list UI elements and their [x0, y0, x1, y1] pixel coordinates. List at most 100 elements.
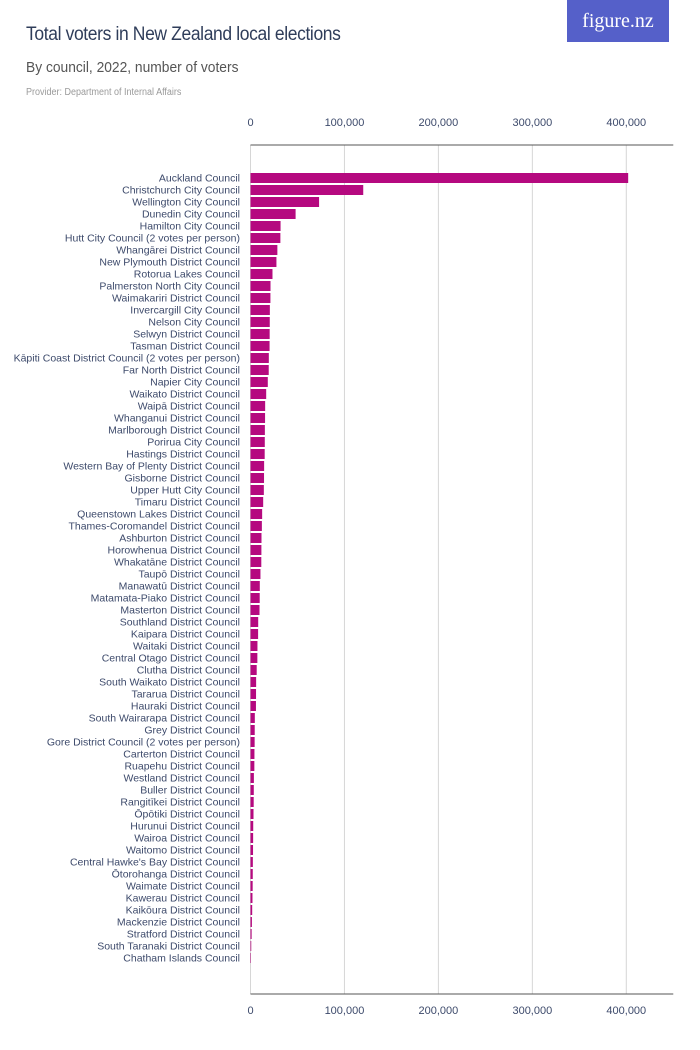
bar: [250, 197, 320, 207]
bar: [250, 941, 252, 951]
category-label: Hauraki District Council: [131, 701, 240, 713]
bar: [250, 617, 259, 627]
category-label: Whangārei District Council: [116, 245, 240, 257]
category-label: Napier City Council: [150, 377, 240, 389]
bar: [250, 353, 269, 363]
category-label: Rotorua Lakes Council: [134, 269, 240, 281]
category-label: Stratford District Council: [127, 929, 240, 941]
category-label: Southland District Council: [120, 617, 240, 629]
x-tick-label-bottom: 200,000: [419, 1005, 459, 1017]
category-label: Buller District Council: [140, 785, 240, 797]
bar: [250, 533, 262, 543]
bar: [250, 713, 255, 723]
category-label: Matamata-Piako District Council: [91, 593, 240, 605]
category-label: Westland District Council: [123, 773, 240, 785]
category-label: Rangitīkei District Council: [120, 797, 240, 809]
bar: [250, 665, 257, 675]
x-tick-label-bottom: 300,000: [512, 1005, 552, 1017]
category-label: Wairoa District Council: [134, 833, 240, 845]
bar: [250, 905, 253, 915]
category-label: Porirua City Council: [147, 437, 240, 449]
bar: [250, 221, 281, 231]
category-label: Taupō District Council: [138, 569, 240, 581]
category-label: Mackenzie District Council: [117, 917, 240, 929]
category-label: Whakatāne District Council: [114, 557, 240, 569]
category-label: Nelson City Council: [148, 317, 240, 329]
bar: [250, 653, 258, 663]
category-label: Hutt City Council (2 votes per person): [65, 233, 240, 245]
bar: [250, 761, 255, 771]
bar: [250, 437, 265, 447]
bar: [250, 173, 629, 183]
category-label: Waimakariri District Council: [112, 293, 240, 305]
bar: [250, 773, 254, 783]
bar: [250, 473, 265, 483]
bar: [250, 797, 254, 807]
category-label: Timaru District Council: [135, 497, 240, 509]
bar: [250, 749, 255, 759]
bar: [250, 725, 255, 735]
bar: [250, 389, 267, 399]
bar: [250, 605, 260, 615]
bar: [250, 737, 255, 747]
category-label: Waipā District Council: [138, 401, 240, 413]
category-label: Hamilton City Council: [140, 221, 240, 233]
bar: [250, 821, 254, 831]
category-label: Tararua District Council: [131, 689, 240, 701]
category-label: Ōpōtiki District Council: [134, 809, 240, 821]
category-label: Kawerau District Council: [126, 893, 240, 905]
category-label: Manawatū District Council: [119, 581, 240, 593]
category-label: Grey District Council: [144, 725, 240, 737]
bar: [250, 377, 268, 387]
category-label: Hastings District Council: [126, 449, 240, 461]
category-label: Whanganui District Council: [114, 413, 240, 425]
figure-nz-logo[interactable]: figure.nz: [567, 0, 669, 42]
bar: [250, 929, 252, 939]
category-label: Marlborough District Council: [108, 425, 240, 437]
bar: [250, 833, 254, 843]
bar: [250, 509, 263, 519]
category-label: Ruapehu District Council: [124, 761, 240, 773]
x-tick-label-top: 300,000: [512, 117, 552, 129]
provider-text: Provider: Department of Internal Affairs: [26, 87, 182, 98]
category-label: Invercargill City Council: [130, 305, 240, 317]
category-label: Dunedin City Council: [142, 209, 240, 221]
bar: [250, 365, 269, 375]
bar: [250, 845, 254, 855]
category-label: South Wairarapa District Council: [89, 713, 240, 725]
category-label: Horowhenua District Council: [108, 545, 240, 557]
bar: [250, 413, 266, 423]
category-label: Carterton District Council: [123, 749, 240, 761]
bar: [250, 893, 253, 903]
category-label: Palmerston North City Council: [99, 281, 240, 293]
bar: [250, 545, 262, 555]
category-label: Christchurch City Council: [122, 185, 240, 197]
bar: [250, 233, 281, 243]
category-label: South Waikato District Council: [99, 677, 240, 689]
category-label: Central Otago District Council: [102, 653, 240, 665]
x-tick-label-top: 0: [247, 117, 253, 129]
bar: [250, 677, 257, 687]
bar: [250, 401, 266, 411]
category-label: Queenstown Lakes District Council: [77, 509, 240, 521]
category-label: Chatham Islands Council: [123, 953, 240, 965]
bar: [250, 641, 258, 651]
category-label: Kāpiti Coast District Council (2 votes p…: [14, 353, 240, 365]
bar: [250, 689, 257, 699]
category-label: Gore District Council (2 votes per perso…: [47, 737, 240, 749]
x-tick-label-top: 400,000: [606, 117, 646, 129]
category-label: Waitaki District Council: [133, 641, 240, 653]
category-label: Ashburton District Council: [119, 533, 240, 545]
category-label: Hurunui District Council: [130, 821, 240, 833]
category-label: Tasman District Council: [130, 341, 240, 353]
category-label: Far North District Council: [123, 365, 240, 377]
bar: [250, 425, 265, 435]
category-label: Clutha District Council: [137, 665, 240, 677]
bar: [250, 449, 265, 459]
x-tick-label-bottom: 100,000: [325, 1005, 365, 1017]
bar: [250, 917, 252, 927]
bar: [250, 521, 262, 531]
category-label: Selwyn District Council: [133, 329, 240, 341]
chart-subtitle: By council, 2022, number of voters: [26, 59, 239, 76]
bar: [250, 461, 265, 471]
